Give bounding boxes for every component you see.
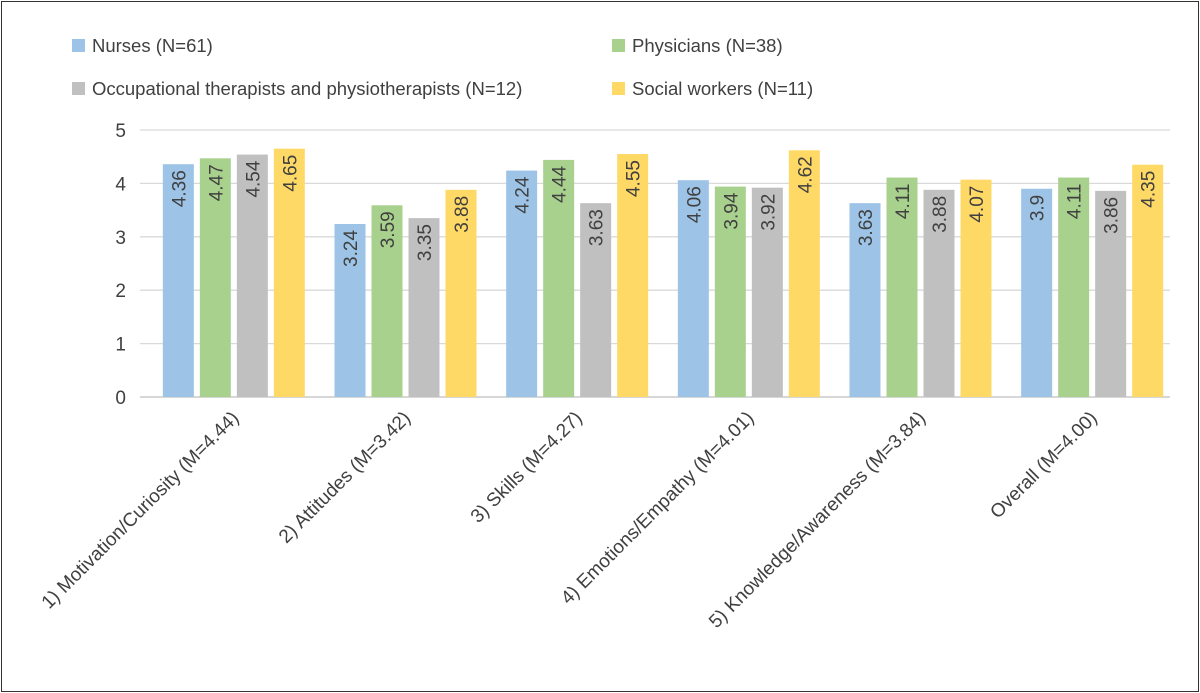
x-tick-label: Overall (M=4.00) xyxy=(986,408,1101,523)
data-label: 4.07 xyxy=(967,186,988,223)
bar xyxy=(408,218,440,397)
legend-label: Physicians (N=38) xyxy=(632,35,783,56)
bar xyxy=(162,164,194,397)
y-tick-label: 0 xyxy=(115,388,126,409)
y-tick-label: 2 xyxy=(115,281,126,302)
data-label: 4.65 xyxy=(280,155,301,192)
data-label: 3.88 xyxy=(452,196,473,233)
legend-label: Occupational therapists and physiotherap… xyxy=(92,78,522,99)
legend-label: Social workers (N=11) xyxy=(632,78,813,99)
y-tick-label: 5 xyxy=(115,121,126,142)
data-label: 3.94 xyxy=(721,192,742,229)
bar xyxy=(617,154,649,397)
bar xyxy=(677,180,709,397)
x-tick-label: 4) Emotions/Empathy (M=4.01) xyxy=(557,408,758,609)
bar xyxy=(445,189,477,397)
x-tick-label: 1) Motivation/Curiosity (M=4.44) xyxy=(38,408,244,614)
bar xyxy=(886,177,918,397)
data-label: 3.88 xyxy=(930,196,951,233)
data-label: 3.63 xyxy=(587,209,608,246)
bar xyxy=(1095,190,1127,397)
data-label: 3.35 xyxy=(415,224,436,261)
bar xyxy=(580,203,612,397)
data-label: 4.24 xyxy=(513,176,534,213)
data-label: 4.55 xyxy=(624,160,645,197)
legend-label: Nurses (N=61) xyxy=(92,35,213,56)
bar xyxy=(923,189,955,397)
bar xyxy=(506,170,538,397)
data-label: 4.06 xyxy=(684,186,705,223)
data-label: 4.36 xyxy=(169,170,190,207)
x-tick-label: 2) Attitudes (M=3.42) xyxy=(275,408,415,548)
y-tick-label: 1 xyxy=(115,335,126,356)
bar xyxy=(1132,164,1164,397)
bar xyxy=(714,186,746,397)
data-label: 4.11 xyxy=(893,184,914,220)
data-label: 3.59 xyxy=(378,211,399,248)
bar xyxy=(1058,177,1090,397)
bar xyxy=(371,205,403,397)
y-tick-label: 3 xyxy=(115,228,126,249)
data-label: 4.11 xyxy=(1065,184,1086,220)
bar xyxy=(236,154,268,397)
bar xyxy=(334,223,366,397)
data-label: 4.44 xyxy=(550,165,571,202)
data-label: 4.47 xyxy=(206,164,227,201)
bar xyxy=(273,148,305,397)
x-tick-label: 3) Skills (M=4.27) xyxy=(467,408,587,528)
y-tick-label: 4 xyxy=(115,174,126,195)
bar xyxy=(751,187,783,397)
bar xyxy=(199,158,231,397)
data-label: 3.86 xyxy=(1102,197,1123,234)
data-label: 4.54 xyxy=(243,160,264,197)
data-label: 3.92 xyxy=(758,194,779,231)
legend-swatch xyxy=(612,82,625,95)
bar xyxy=(543,159,575,397)
legend-swatch xyxy=(72,39,85,52)
bar xyxy=(849,203,881,397)
data-label: 3.24 xyxy=(341,230,362,267)
data-label: 4.62 xyxy=(795,156,816,193)
legend-swatch xyxy=(72,82,85,95)
legend-swatch xyxy=(612,39,625,52)
bar xyxy=(1021,188,1053,397)
bar xyxy=(788,150,820,397)
data-label: 3.63 xyxy=(856,209,877,246)
bar xyxy=(960,179,992,397)
data-label: 4.35 xyxy=(1139,171,1160,208)
data-label: 3.9 xyxy=(1028,195,1049,221)
